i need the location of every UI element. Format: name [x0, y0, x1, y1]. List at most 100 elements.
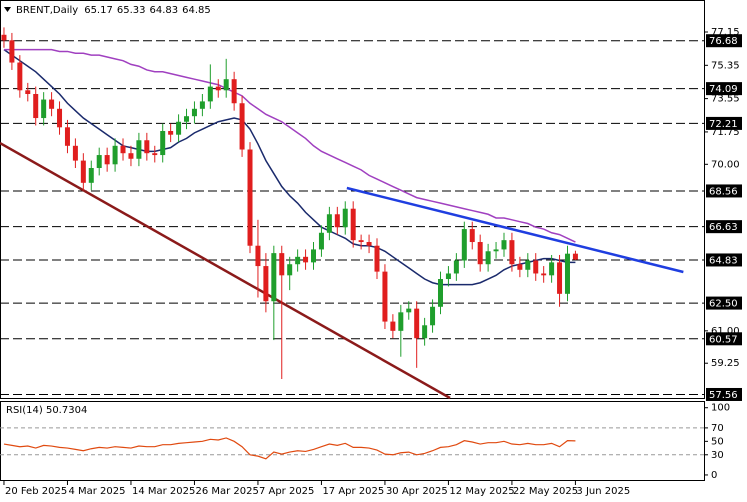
x-tick-label: 7 Apr 2025: [259, 486, 314, 497]
rsi-panel-frame: [0, 401, 705, 481]
candle-body: [549, 262, 555, 276]
candle-body: [271, 253, 277, 302]
candle-body: [406, 308, 412, 313]
candle-body: [64, 127, 70, 146]
candle-body: [445, 273, 451, 280]
candle-body: [49, 99, 55, 109]
candle-body: [199, 101, 205, 109]
y-tick-label: 59.25: [711, 358, 740, 369]
x-tick-label: 26 Mar 2025: [195, 486, 258, 497]
x-tick-label: 14 Mar 2025: [132, 486, 195, 497]
candle-body: [279, 253, 285, 276]
trendline: [346, 186, 684, 274]
x-tick-label: 30 Apr 2025: [386, 486, 448, 497]
level-label: 60.57: [709, 334, 738, 345]
y-tick-label: 61.00: [711, 326, 740, 337]
candle-body: [334, 214, 340, 228]
candle-body: [239, 103, 245, 150]
candle-body: [41, 99, 47, 119]
candle-body: [485, 251, 491, 265]
x-tick-label: 22 May 2025: [513, 486, 578, 497]
candle-body: [509, 240, 515, 265]
candle-body: [469, 229, 475, 243]
candle-body: [477, 242, 483, 265]
price-panel-frame: [0, 0, 705, 399]
candle-body: [350, 208, 356, 241]
low-value: 64.83: [149, 5, 178, 16]
open-value: 65.17: [84, 5, 113, 16]
candle-body: [295, 256, 301, 265]
candle-body: [572, 253, 578, 260]
level-tag: [706, 34, 742, 48]
candle-body: [176, 121, 182, 135]
rsi-line: [3, 437, 576, 460]
candle-body: [564, 253, 570, 294]
level-tag: [706, 82, 742, 96]
moving-average: [3, 48, 576, 243]
candle-body: [104, 155, 110, 165]
candle-body: [557, 262, 563, 294]
y-tick-label: 77.15: [711, 27, 740, 38]
y-tick-label: 71.75: [711, 127, 740, 138]
candle-body: [311, 249, 317, 263]
candle-body: [326, 214, 332, 233]
close-value: 64.85: [182, 5, 211, 16]
y-tick-label: 70.00: [711, 159, 740, 170]
symbol: BRENT,Daily: [16, 5, 78, 16]
candle-body: [17, 62, 23, 91]
level-tag: [706, 332, 742, 346]
candle-body: [9, 40, 15, 63]
candle-body: [207, 86, 213, 102]
level-label: 74.09: [709, 84, 738, 95]
rsi-y-tick-label: 100: [711, 403, 730, 414]
candle-body: [263, 266, 269, 302]
level-label: 57.56: [709, 390, 738, 401]
candle-body: [303, 256, 309, 263]
candle-body: [57, 108, 63, 128]
high-value: 65.33: [117, 5, 146, 16]
moving-average: [3, 48, 576, 286]
candle-body: [525, 260, 531, 270]
level-label: 62.50: [709, 299, 738, 310]
candle-body: [88, 168, 94, 183]
candle-body: [318, 232, 324, 250]
candle-body: [1, 34, 7, 41]
trendline: [0, 141, 451, 400]
level-label: 64.83: [709, 255, 738, 266]
candle-body: [366, 242, 372, 246]
candle-body: [160, 131, 166, 156]
candle-body: [120, 145, 126, 154]
candle-body: [533, 260, 539, 274]
candle-body: [541, 273, 547, 276]
x-tick-label: 3 Jun 2025: [576, 486, 630, 497]
candle-body: [231, 79, 237, 104]
candle-body: [493, 249, 499, 252]
candle-body: [382, 271, 388, 322]
chart-header: BRENT,Daily 65.17 65.33 64.83 64.85: [16, 5, 211, 16]
candle-body: [461, 229, 467, 261]
candle-body: [96, 155, 102, 169]
candle-body: [168, 131, 174, 135]
level-label: 68.56: [709, 186, 738, 197]
rsi-y-tick-label: 0: [711, 470, 717, 481]
rsi-y-tick-label: 70: [711, 423, 724, 434]
y-tick-label: 75.35: [711, 60, 740, 71]
candle-body: [255, 245, 261, 267]
x-tick-label: 17 Apr 2025: [322, 486, 384, 497]
level-tag: [706, 184, 742, 198]
candle-body: [80, 160, 86, 183]
level-tag: [706, 296, 742, 310]
level-tag: [706, 116, 742, 130]
candle-body: [191, 108, 197, 117]
candle-body: [390, 321, 396, 331]
level-label: 72.21: [709, 119, 738, 130]
candle-body: [398, 312, 404, 331]
y-tick-label: 73.55: [711, 94, 740, 105]
candle-body: [152, 153, 158, 156]
menu-icon[interactable]: [4, 7, 11, 12]
candle-body: [453, 260, 459, 274]
candle-body: [414, 308, 420, 339]
candle-body: [422, 325, 428, 339]
candle-body: [128, 153, 134, 159]
